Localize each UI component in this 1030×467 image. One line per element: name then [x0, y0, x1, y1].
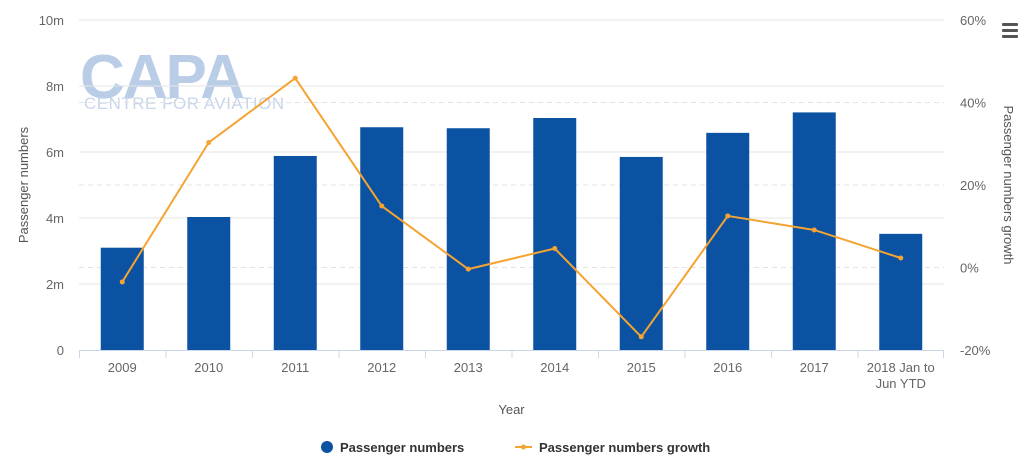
chart-menu-button[interactable] — [996, 20, 1024, 46]
x-tick-label: 2018 Jan to — [867, 360, 935, 375]
left-tick-label: 8m — [46, 79, 64, 94]
bar — [100, 247, 144, 350]
bar — [533, 118, 577, 350]
legend-line-dot — [521, 444, 526, 450]
bar — [446, 128, 490, 350]
x-tick-label: 2011 — [281, 360, 309, 375]
growth-point — [379, 203, 385, 209]
legend-bar-marker — [321, 441, 333, 453]
x-tick-label: 2009 — [108, 360, 137, 375]
bar — [273, 155, 317, 350]
legend-line-label: Passenger numbers growth — [539, 440, 710, 455]
svg-text:CAPA: CAPA — [80, 43, 244, 112]
capa-watermark-logo: CAPA CENTRE FOR AVIATION — [80, 43, 285, 113]
growth-point — [811, 227, 817, 233]
bar — [706, 132, 750, 350]
left-tick-label: 10m — [39, 13, 64, 28]
x-tick-label: 2013 — [454, 360, 483, 375]
bar-series — [100, 112, 923, 351]
x-tick-label: 2012 — [367, 360, 396, 375]
right-axis-title: Passenger numbers growth — [1001, 106, 1016, 265]
left-tick-label: 0 — [57, 343, 64, 358]
left-axis: 0 2m 4m 6m 8m 10m Passenger numbers — [16, 13, 64, 358]
x-tick-label: 2010 — [194, 360, 223, 375]
growth-line — [121, 76, 902, 339]
right-tick-label: 20% — [960, 178, 986, 193]
growth-point — [206, 140, 212, 146]
bar — [360, 127, 404, 350]
svg-text:CENTRE FOR AVIATION: CENTRE FOR AVIATION — [84, 94, 285, 113]
growth-point — [552, 246, 558, 252]
x-axis: 2009 2010 2011 2012 2013 2014 2015 2016 2017 2018… — [79, 350, 944, 417]
growth-point — [119, 279, 125, 285]
left-axis-title: Passenger numbers — [16, 126, 31, 243]
bar — [879, 233, 923, 350]
x-tick-label: 2015 — [627, 360, 656, 375]
x-axis-title: Year — [498, 402, 525, 417]
line-series — [119, 75, 904, 340]
left-tick-label: 2m — [46, 277, 64, 292]
right-tick-label: 40% — [960, 96, 986, 111]
growth-point — [465, 266, 471, 272]
legend-bar-label: Passenger numbers — [340, 440, 464, 455]
growth-point — [292, 75, 298, 81]
left-tick-label: 4m — [46, 211, 64, 226]
left-tick-label: 6m — [46, 145, 64, 160]
growth-point — [898, 255, 904, 261]
hamburger-menu-icon — [1002, 23, 1018, 26]
right-axis: -20% 0% 20% 40% 60% Passenger numbers growth — [960, 13, 1016, 358]
legend: Passenger numbers Passenger numbers growt… — [321, 440, 710, 455]
bar — [187, 217, 231, 350]
growth-point — [725, 213, 731, 219]
right-tick-label: -20% — [960, 343, 991, 358]
x-tick-label: 2014 — [540, 360, 569, 375]
right-tick-label: 60% — [960, 13, 986, 28]
x-tick-label: 2017 — [800, 360, 829, 375]
growth-point — [638, 334, 644, 340]
right-tick-label: 0% — [960, 261, 979, 276]
x-tick-label: 2016 — [713, 360, 742, 375]
x-tick-label: Jun YTD — [876, 376, 926, 391]
